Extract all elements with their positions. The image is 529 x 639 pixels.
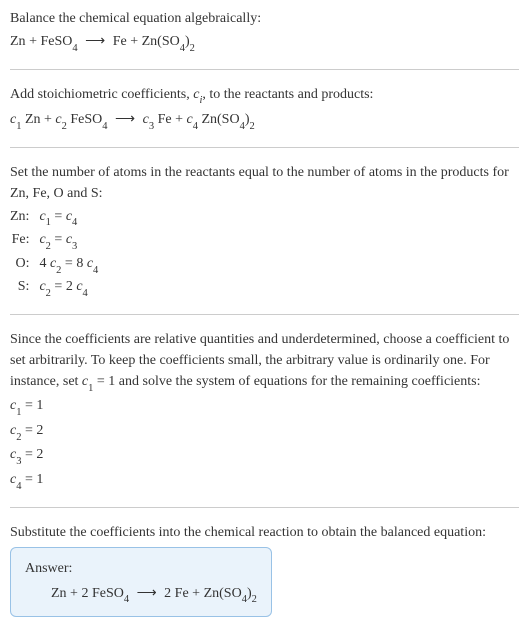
section-1: Balance the chemical equation algebraica… xyxy=(10,8,519,70)
element-label: O: xyxy=(10,253,39,277)
atom-balance-table: Zn: c1 = c4 Fe: c2 = c3 O: 4 c2 = 8 c4 S… xyxy=(10,206,104,300)
section-2: Add stoichiometric coefficients, ci, to … xyxy=(10,84,519,148)
table-row: Fe: c2 = c3 xyxy=(10,229,104,253)
element-label: Zn: xyxy=(10,206,39,230)
section-5: Substitute the coefficients into the che… xyxy=(10,522,519,632)
equation-with-coefficients: c1 Zn + c2 FeSO4 ⟶ c3 Fe + c4 Zn(SO4)2 xyxy=(10,109,519,133)
section-3: Set the number of atoms in the reactants… xyxy=(10,162,519,315)
table-row: S: c2 = 2 c4 xyxy=(10,276,104,300)
balance-equation: c2 = 2 c4 xyxy=(39,276,104,300)
balance-equation: 4 c2 = 8 c4 xyxy=(39,253,104,277)
balance-equation: c1 = c4 xyxy=(39,206,104,230)
element-label: Fe: xyxy=(10,229,39,253)
reactant-2: FeSO xyxy=(40,34,72,49)
balance-equation: c2 = c3 xyxy=(39,229,104,253)
table-row: Zn: c1 = c4 xyxy=(10,206,104,230)
coefficient-value: c4 = 1 xyxy=(10,469,519,493)
reaction-arrow-icon: ⟶ xyxy=(111,112,139,127)
product-1: Fe xyxy=(113,34,127,49)
equation-balanced: Zn + 2 FeSO4 ⟶ 2 Fe + Zn(SO4)2 xyxy=(25,583,257,607)
equation-unbalanced: Zn + FeSO4 ⟶ Fe + Zn(SO4)2 xyxy=(10,31,519,55)
reaction-arrow-icon: ⟶ xyxy=(81,34,109,49)
reactant-1: Zn xyxy=(10,34,26,49)
instruction-text: Since the coefficients are relative quan… xyxy=(10,329,519,395)
answer-box: Answer: Zn + 2 FeSO4 ⟶ 2 Fe + Zn(SO4)2 xyxy=(10,547,272,618)
answer-label: Answer: xyxy=(25,558,257,579)
instruction-text: Substitute the coefficients into the che… xyxy=(10,522,519,543)
element-label: S: xyxy=(10,276,39,300)
reaction-arrow-icon: ⟶ xyxy=(133,586,161,601)
coefficient-value: c3 = 2 xyxy=(10,444,519,468)
instruction-text: Add stoichiometric coefficients, ci, to … xyxy=(10,84,519,108)
product-2: Zn(SO xyxy=(142,34,180,49)
coefficient-value: c2 = 2 xyxy=(10,420,519,444)
coefficient-value: c1 = 1 xyxy=(10,395,519,419)
table-row: O: 4 c2 = 8 c4 xyxy=(10,253,104,277)
instruction-text: Balance the chemical equation algebraica… xyxy=(10,8,519,29)
instruction-text: Set the number of atoms in the reactants… xyxy=(10,162,519,204)
section-4: Since the coefficients are relative quan… xyxy=(10,329,519,508)
